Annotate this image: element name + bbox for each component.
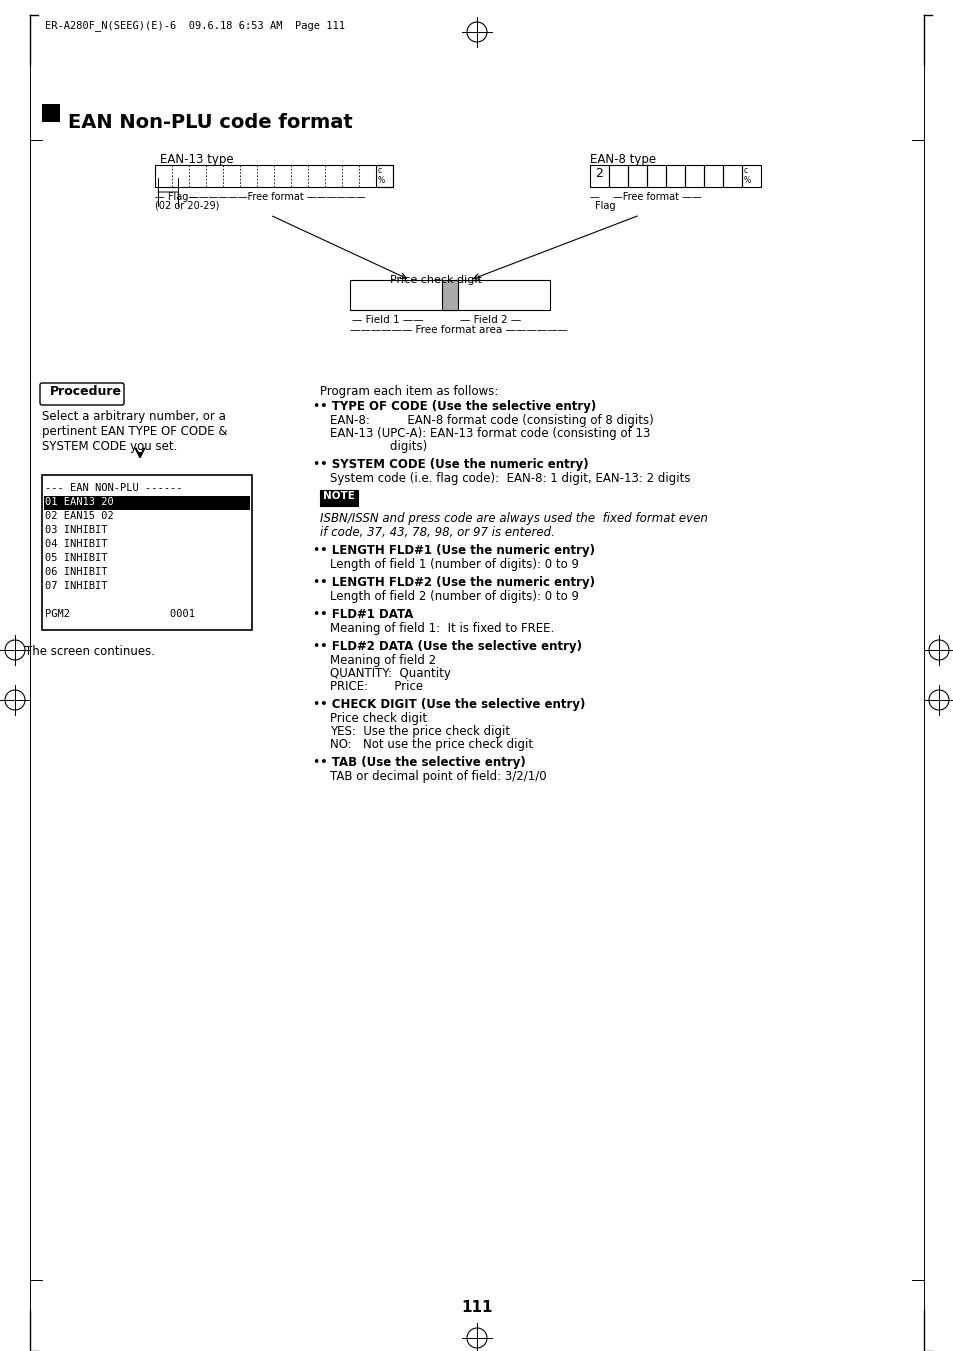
Bar (646, 165, 665, 186)
Text: PRICE:       Price: PRICE: Price (330, 680, 423, 693)
Bar (627, 165, 646, 186)
Text: NOTE: NOTE (323, 490, 355, 501)
Text: •: • (312, 576, 319, 589)
Text: •: • (312, 400, 319, 413)
Text: — Flag—: — Flag— (154, 192, 198, 203)
Text: • FLD#2 DATA (Use the selective entry): • FLD#2 DATA (Use the selective entry) (319, 640, 581, 653)
Text: System code (i.e. flag code):  EAN-8: 1 digit, EAN-13: 2 digits: System code (i.e. flag code): EAN-8: 1 d… (330, 471, 690, 485)
Text: EAN-13 type: EAN-13 type (160, 153, 233, 166)
Text: Length of field 1 (number of digits): 0 to 9: Length of field 1 (number of digits): 0 … (330, 558, 578, 571)
Text: PGM2                0001: PGM2 0001 (45, 609, 194, 619)
Text: The screen continues.: The screen continues. (25, 644, 154, 658)
Text: •: • (312, 757, 319, 769)
Text: 04 INHIBIT: 04 INHIBIT (45, 539, 108, 549)
Text: • FLD#1 DATA: • FLD#1 DATA (319, 608, 413, 621)
Text: --- EAN NON-PLU ------: --- EAN NON-PLU ------ (45, 484, 182, 493)
Bar (44, 496, 250, 509)
Text: ER-A280F_N(SEEG)(E)-6  09.6.18 6:53 AM  Page 111: ER-A280F_N(SEEG)(E)-6 09.6.18 6:53 AM Pa… (45, 20, 345, 31)
Text: QUANTITY:  Quantity: QUANTITY: Quantity (330, 667, 451, 680)
Text: ——————Free format ——————: ——————Free format —————— (189, 192, 365, 203)
Text: c
%: c % (743, 166, 750, 185)
Text: EAN-8 type: EAN-8 type (589, 153, 656, 166)
Text: 05 INHIBIT: 05 INHIBIT (45, 553, 108, 563)
Text: pertinent EAN TYPE OF CODE &: pertinent EAN TYPE OF CODE & (42, 426, 227, 438)
Text: •: • (312, 640, 319, 653)
Text: • TAB (Use the selective entry): • TAB (Use the selective entry) (319, 757, 525, 769)
Text: Price check digit: Price check digit (390, 276, 481, 285)
Text: if code, 37, 43, 78, 98, or 97 is entered.: if code, 37, 43, 78, 98, or 97 is entere… (319, 526, 555, 539)
Text: • LENGTH FLD#1 (Use the numeric entry): • LENGTH FLD#1 (Use the numeric entry) (319, 544, 595, 557)
Bar (375, 165, 393, 186)
Text: 02 EAN15 02: 02 EAN15 02 (45, 511, 113, 521)
Text: 06 INHIBIT: 06 INHIBIT (45, 567, 108, 577)
FancyBboxPatch shape (40, 382, 124, 405)
Text: digits): digits) (330, 440, 427, 453)
Text: •: • (312, 544, 319, 557)
Text: Program each item as follows:: Program each item as follows: (319, 385, 497, 399)
Bar (441, 280, 457, 309)
Bar (722, 165, 741, 186)
Text: Length of field 2 (number of digits): 0 to 9: Length of field 2 (number of digits): 0 … (330, 590, 578, 603)
Text: Flag: Flag (595, 201, 615, 211)
Text: — Field 1 ——: — Field 1 —— (352, 315, 423, 326)
Bar (42, 104, 60, 122)
Text: • CHECK DIGIT (Use the selective entry): • CHECK DIGIT (Use the selective entry) (319, 698, 585, 711)
Text: 01 EAN13 20: 01 EAN13 20 (45, 497, 113, 507)
Text: YES:  Use the price check digit: YES: Use the price check digit (330, 725, 510, 738)
Text: NO:   Not use the price check digit: NO: Not use the price check digit (330, 738, 533, 751)
Text: — Field 2 —: — Field 2 — (459, 315, 520, 326)
Text: • TYPE OF CODE (Use the selective entry): • TYPE OF CODE (Use the selective entry) (319, 400, 596, 413)
Text: •: • (312, 698, 319, 711)
Text: EAN Non-PLU code format: EAN Non-PLU code format (68, 113, 353, 132)
Text: 03 INHIBIT: 03 INHIBIT (45, 526, 108, 535)
Bar (665, 165, 684, 186)
Text: (02 or 20-29): (02 or 20-29) (154, 200, 219, 209)
Text: SYSTEM CODE you set.: SYSTEM CODE you set. (42, 440, 177, 453)
Text: 111: 111 (460, 1300, 493, 1315)
Text: 07 INHIBIT: 07 INHIBIT (45, 581, 108, 590)
Bar (703, 165, 722, 186)
Text: c
%: c % (377, 166, 385, 185)
Text: Price check digit: Price check digit (330, 712, 427, 725)
Bar (350, 280, 550, 309)
Text: EAN-8:          EAN-8 format code (consisting of 8 digits): EAN-8: EAN-8 format code (consisting of … (330, 413, 653, 427)
Text: 2: 2 (595, 168, 602, 180)
Bar (589, 165, 608, 186)
Text: TAB or decimal point of field: 3/2/1/0: TAB or decimal point of field: 3/2/1/0 (330, 770, 546, 784)
Bar (684, 165, 703, 186)
Text: EAN-13 (UPC-A): EAN-13 format code (consisting of 13: EAN-13 (UPC-A): EAN-13 format code (cons… (330, 427, 650, 440)
Text: —Free format ——: —Free format —— (613, 192, 700, 203)
Text: Meaning of field 2: Meaning of field 2 (330, 654, 436, 667)
Text: —————— Free format area ——————: —————— Free format area —————— (350, 326, 567, 335)
Text: ISBN/ISSN and press code are always used the  fixed format even: ISBN/ISSN and press code are always used… (319, 512, 707, 526)
Bar (319, 490, 357, 507)
Text: • LENGTH FLD#2 (Use the numeric entry): • LENGTH FLD#2 (Use the numeric entry) (319, 576, 595, 589)
Text: Meaning of field 1:  It is fixed to FREE.: Meaning of field 1: It is fixed to FREE. (330, 621, 554, 635)
Text: • SYSTEM CODE (Use the numeric entry): • SYSTEM CODE (Use the numeric entry) (319, 458, 588, 471)
Bar (741, 165, 760, 186)
Text: Select a arbitrary number, or a: Select a arbitrary number, or a (42, 409, 226, 423)
Bar (154, 165, 393, 186)
Text: —: — (589, 192, 599, 203)
Text: Procedure: Procedure (50, 385, 122, 399)
Text: •: • (312, 608, 319, 621)
Bar (42, 476, 252, 630)
Text: •: • (312, 458, 319, 471)
Bar (608, 165, 627, 186)
